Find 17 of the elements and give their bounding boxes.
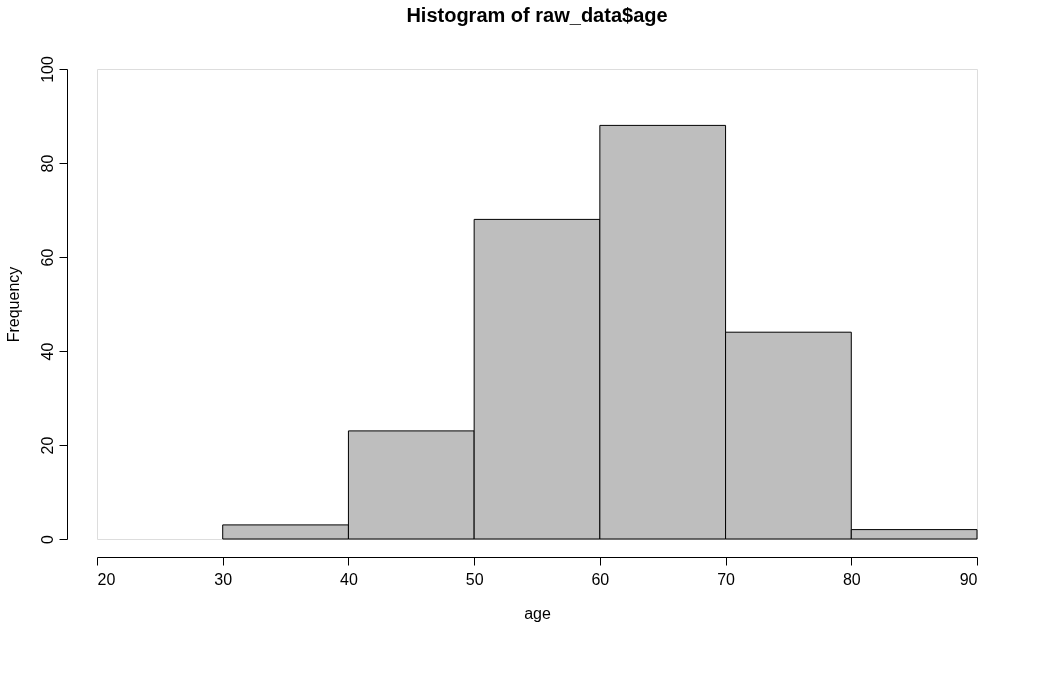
x-tick-label: 80 bbox=[842, 570, 861, 588]
chart-title: Histogram of raw_data$age bbox=[406, 3, 668, 26]
y-tick-label: 80 bbox=[38, 154, 56, 173]
x-axis-title: age bbox=[524, 604, 551, 622]
y-tick-label: 20 bbox=[38, 436, 56, 455]
x-tick-label: 50 bbox=[465, 570, 484, 588]
x-tick-label: 30 bbox=[214, 570, 233, 588]
y-tick-label: 100 bbox=[38, 56, 56, 83]
x-tick-label: 90 bbox=[959, 570, 978, 588]
y-tick-label: 40 bbox=[38, 342, 56, 361]
x-tick-label: 20 bbox=[97, 570, 116, 588]
x-tick-label: 60 bbox=[591, 570, 610, 588]
y-tick-label: 60 bbox=[38, 248, 56, 267]
x-tick-label: 70 bbox=[717, 570, 736, 588]
y-tick-label: 0 bbox=[38, 534, 56, 544]
x-tick-label: 40 bbox=[340, 570, 358, 588]
y-axis-title: Frequency bbox=[4, 266, 22, 343]
